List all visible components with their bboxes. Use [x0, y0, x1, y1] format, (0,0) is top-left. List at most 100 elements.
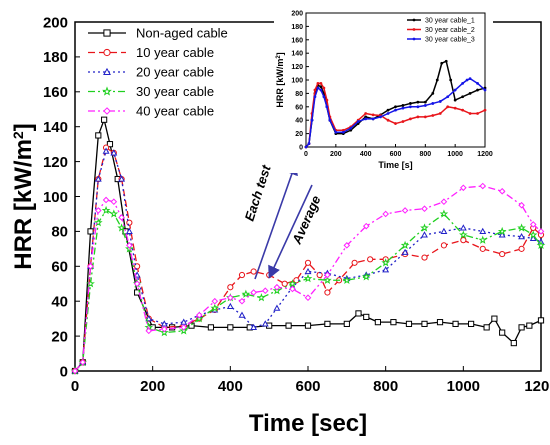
y-tick-label: 140 — [43, 119, 68, 136]
data-point — [400, 240, 410, 250]
data-point — [529, 234, 537, 241]
inset-x-tick-label: 400 — [360, 151, 372, 158]
data-point — [250, 323, 258, 330]
data-point — [468, 320, 475, 327]
data-point — [342, 275, 352, 284]
data-point — [351, 259, 358, 266]
x-tick-label: 400 — [218, 378, 243, 395]
inset-data-point — [322, 86, 326, 90]
data-point — [238, 271, 246, 279]
data-point — [304, 294, 312, 302]
inset-data-point — [416, 105, 420, 109]
inset-legend: 30 year cable_1 30 year cable_2 30 year ca… — [407, 17, 475, 43]
inset-data-point — [319, 88, 323, 92]
annotation-average: Average — [289, 193, 324, 247]
data-point — [289, 285, 296, 293]
data-point — [288, 279, 297, 288]
inset-data-point — [444, 59, 448, 63]
data-point — [226, 302, 234, 310]
data-point — [478, 235, 488, 244]
inset-legend-marker — [412, 18, 416, 22]
data-point — [211, 297, 219, 305]
inset-x-axis-title: Time [s] — [378, 160, 412, 170]
inset-data-point — [371, 113, 375, 117]
data-point — [537, 317, 545, 324]
data-point — [421, 254, 428, 261]
y-tick-label: 40 — [51, 293, 68, 310]
inset-data-point — [356, 120, 360, 123]
inset-data-point — [307, 142, 311, 146]
inset-data-point — [364, 112, 368, 115]
data-point — [145, 327, 153, 335]
data-point — [118, 175, 126, 182]
inset-data-point — [468, 112, 472, 115]
legend-marker — [103, 29, 111, 37]
inset-y-tick-label: 200 — [291, 10, 303, 17]
inset-data-point — [409, 105, 412, 109]
data-point — [324, 320, 331, 327]
y-tick-label: 60 — [51, 259, 68, 276]
inset-data-point — [453, 98, 457, 102]
data-point — [101, 205, 111, 215]
x-tick-label: 1200 — [524, 378, 550, 395]
data-point — [498, 231, 506, 238]
legend-label: 30 year cable — [136, 84, 214, 99]
data-point — [241, 289, 251, 298]
data-point — [452, 320, 459, 327]
inset-data-point — [440, 61, 444, 65]
inset-y-tick-label: 120 — [291, 64, 303, 71]
y-tick-label: 80 — [51, 224, 68, 241]
data-point — [458, 230, 468, 239]
data-point — [160, 320, 168, 327]
data-point — [94, 175, 102, 182]
data-point — [460, 184, 467, 192]
data-point — [180, 324, 188, 331]
y-tick-label: 160 — [43, 84, 68, 101]
data-point — [106, 141, 114, 148]
inset-data-point — [416, 100, 420, 104]
data-point — [382, 266, 390, 273]
x-tick-label: 1000 — [447, 378, 480, 395]
inset-data-point — [461, 81, 465, 85]
legend-marker — [103, 67, 111, 75]
inset-data-point — [364, 115, 368, 119]
data-point — [518, 324, 525, 331]
y-tick-label: 100 — [43, 189, 68, 206]
inset-data-point — [386, 108, 390, 112]
data-point — [499, 250, 506, 258]
data-point — [281, 280, 288, 287]
inset-data-point — [310, 118, 314, 122]
data-point — [95, 132, 102, 139]
inset-data-point — [371, 117, 375, 121]
data-point — [439, 209, 449, 218]
inset-data-point — [431, 102, 435, 105]
inset-y-axis-title: HRR [kW/m2] — [275, 52, 285, 107]
data-point — [273, 283, 281, 291]
data-point — [101, 116, 108, 123]
data-point — [118, 214, 125, 221]
data-point — [304, 322, 312, 329]
data-point — [421, 231, 428, 238]
inset-y-tick-label: 80 — [295, 91, 303, 98]
data-point — [126, 219, 133, 226]
data-point — [87, 228, 94, 235]
inset-data-point — [394, 122, 397, 125]
inset-data-point — [461, 108, 465, 112]
data-point — [125, 227, 133, 234]
data-point — [87, 262, 94, 270]
legend-marker — [103, 107, 111, 115]
inset-data-point — [394, 105, 397, 109]
data-point — [374, 319, 381, 326]
data-point — [257, 293, 266, 302]
inset-data-point — [401, 120, 405, 123]
inset-x-tick-label: 800 — [419, 151, 431, 158]
inset-x-tick-label: 1200 — [477, 151, 493, 158]
legend-label: 20 year cable — [136, 65, 214, 80]
x-axis-title: Time [sec] — [249, 410, 367, 437]
inset-data-point — [468, 77, 472, 81]
data-point — [304, 259, 312, 266]
inset-data-point — [328, 118, 332, 122]
x-tick-label: 0 — [71, 378, 79, 395]
x-tick-label: 200 — [140, 378, 165, 395]
data-point — [382, 210, 389, 218]
